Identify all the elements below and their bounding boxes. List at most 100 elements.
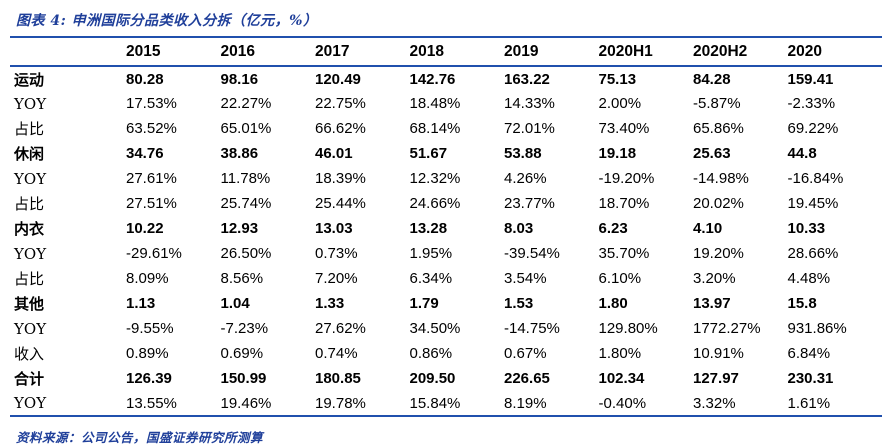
table-cell: 931.86% [787, 320, 847, 337]
table-body: 运动 80.28 98.16 120.49 142.76 163.22 75.13 84.28… [10, 66, 882, 417]
table-cell: 25.74% [220, 195, 272, 212]
table-cell: 72.01% [504, 120, 555, 137]
table-cell: -39.54% [504, 245, 560, 262]
table-cell: 68.14% [409, 120, 461, 137]
table-cell: 10.33 [787, 220, 826, 237]
table-cell: 13.03 [315, 220, 353, 237]
table-cell: 65.86% [693, 120, 744, 137]
table-cell: 11.78% [220, 170, 271, 187]
column-header: 2020 [787, 36, 882, 67]
row-label: YOY [14, 94, 47, 113]
table-cell: 102.34 [598, 370, 645, 387]
table-cell: 35.70% [598, 245, 650, 262]
column-header-label [10, 36, 126, 67]
table-cell: 20.02% [693, 195, 744, 212]
table-cell: 63.52% [126, 120, 177, 137]
table-cell: 6.23 [598, 220, 628, 237]
table-cell: 1772.27% [693, 320, 761, 337]
table-cell: 27.62% [315, 320, 366, 337]
row-label: 占比 [14, 195, 45, 213]
table-cell: 8.56% [220, 270, 264, 287]
table-cell: 80.28 [126, 70, 164, 88]
table-cell: 209.50 [409, 370, 456, 387]
table-cell: -5.87% [693, 95, 741, 112]
table-cell: 15.8 [787, 295, 817, 312]
table-cell: 0.74% [315, 345, 358, 362]
table-cell: -19.20% [598, 170, 655, 187]
table-row: 占比 8.09% 8.56% 7.20% 6.34% 3.54% 6.10% 3.20% 4.4… [10, 266, 882, 291]
table-cell: 1.33 [315, 295, 345, 312]
column-header: 2019 [504, 36, 599, 67]
table-cell: 69.22% [787, 120, 839, 137]
table-cell: 3.54% [504, 270, 547, 287]
row-label: 运动 [14, 70, 45, 89]
table-cell: 73.40% [598, 120, 650, 137]
table-cell: 15.84% [409, 391, 504, 417]
table-cell: 19.20% [693, 245, 744, 262]
row-label: 其他 [14, 295, 45, 313]
table-cell: 10.22 [126, 220, 164, 237]
table-cell: 163.22 [504, 70, 550, 88]
table-cell: 13.55% [126, 391, 221, 417]
table-row: 内衣 10.22 12.93 13.03 13.28 8.03 6.23 4.10 10.33 [10, 216, 882, 241]
table-cell: 10.91% [693, 345, 744, 362]
figure-title: 图表 4: 申洲国际分品类收入分拆（亿元，%） [16, 13, 318, 29]
table-cell: -2.33% [787, 95, 836, 112]
column-header: 2020H1 [598, 36, 693, 67]
table-cell: 98.16 [220, 70, 259, 88]
table-cell: 12.32% [409, 170, 461, 187]
row-label: 合计 [14, 370, 45, 388]
table-cell: 7.20% [315, 270, 358, 287]
column-header: 2020H2 [693, 36, 788, 67]
table-cell: 19.46% [220, 391, 315, 417]
table-cell: 18.70% [598, 195, 650, 212]
table-cell: 230.31 [787, 370, 834, 387]
table-cell: 46.01 [315, 145, 353, 162]
table-cell: 0.86% [409, 345, 453, 362]
table-cell: 3.32% [693, 391, 788, 417]
table-cell: -0.40% [598, 391, 693, 417]
revenue-breakdown-table: 2015 2016 2017 2018 2019 2020H1 2020H2 2020 运动 8… [10, 36, 882, 417]
column-header: 2015 [126, 36, 221, 67]
table-cell: 1.80% [598, 345, 642, 362]
table-row: YOY -9.55% -7.23% 27.62% 34.50% -14.75% 129.80… [10, 316, 882, 341]
table-cell: 22.27% [220, 95, 272, 112]
row-label: 内衣 [14, 220, 45, 238]
table-cell: 26.50% [220, 245, 272, 262]
table-header-row: 2015 2016 2017 2018 2019 2020H1 2020H2 2020 [10, 36, 882, 67]
row-label: 休闲 [14, 145, 45, 163]
row-label: YOY [14, 319, 47, 338]
column-header: 2018 [409, 36, 504, 67]
table-cell: 24.66% [409, 195, 461, 212]
table-cell: 4.48% [787, 270, 831, 287]
table-row: YOY 27.61% 11.78% 18.39% 12.32% 4.26% -19.20% -… [10, 166, 882, 191]
table-row: YOY -29.61% 26.50% 0.73% 1.95% -39.54% 35.70% 1… [10, 241, 882, 266]
table-cell: 12.93 [220, 220, 259, 237]
table-cell: 51.67 [409, 145, 448, 162]
table-cell: 28.66% [787, 245, 839, 262]
table-row: YOY 17.53% 22.27% 22.75% 18.48% 14.33% 2.00% -5… [10, 91, 882, 116]
table-row: 休闲 34.76 38.86 46.01 51.67 53.88 19.18 25.63 44.… [10, 141, 882, 166]
table-cell: 6.10% [598, 270, 642, 287]
table-cell: -9.55% [126, 320, 174, 337]
row-label: 占比 [14, 120, 45, 138]
table-cell: 75.13 [598, 70, 637, 88]
table-cell: 23.77% [504, 195, 555, 212]
table-cell: 6.84% [787, 345, 831, 362]
table-cell: -29.61% [126, 245, 182, 262]
table-cell: 66.62% [315, 120, 366, 137]
table-cell: 0.67% [504, 345, 547, 362]
table-row: YOY 13.55% 19.46% 19.78% 15.84% 8.19% -0.40% 3.… [10, 391, 882, 417]
table-cell: 27.61% [126, 170, 177, 187]
table-cell: -7.23% [220, 320, 269, 337]
table-cell: 14.33% [504, 95, 555, 112]
table-cell: 6.34% [409, 270, 453, 287]
table-cell: 18.39% [315, 170, 366, 187]
table-cell: 13.28 [409, 220, 448, 237]
table-cell: 19.45% [787, 195, 839, 212]
table-cell: -14.98% [693, 170, 749, 187]
table-row: 收入 0.89% 0.69% 0.74% 0.86% 0.67% 1.80% 10.91% 6.… [10, 341, 882, 366]
table-cell: 25.63 [693, 145, 731, 162]
table-row: 运动 80.28 98.16 120.49 142.76 163.22 75.13 84.28… [10, 66, 882, 91]
